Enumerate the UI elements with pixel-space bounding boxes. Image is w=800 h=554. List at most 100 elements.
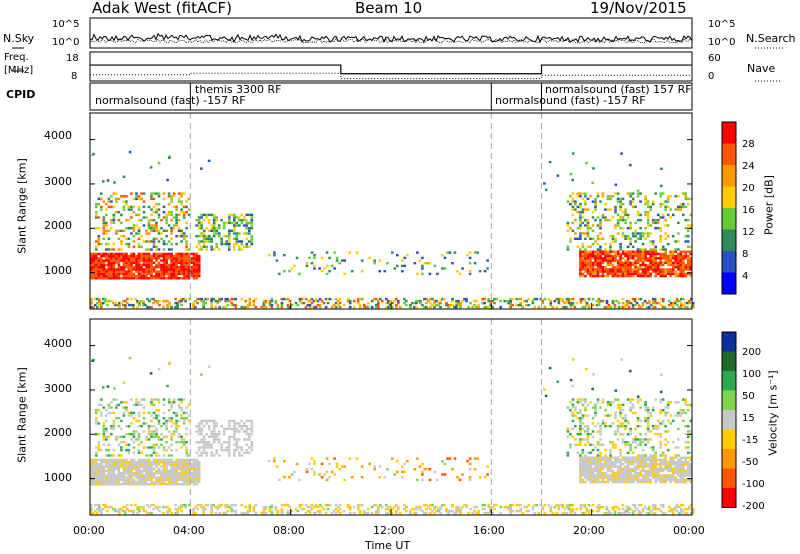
velocity-cell <box>130 398 133 401</box>
velocity-cell <box>172 465 176 468</box>
velocity-cell <box>182 419 186 423</box>
power-cell <box>679 250 683 253</box>
power-cell <box>205 245 208 248</box>
velocity-cell <box>589 474 592 477</box>
velocity-cell <box>621 458 625 462</box>
power-cell <box>155 224 158 227</box>
velocity-cell <box>214 505 217 509</box>
velocity-cell <box>604 460 607 464</box>
power-cell <box>645 305 649 309</box>
power-cell <box>112 274 116 278</box>
velocity-cell <box>689 467 693 470</box>
velocity-cell <box>170 460 173 464</box>
power-cell <box>122 259 126 262</box>
power-cell <box>167 240 171 243</box>
velocity-cell <box>635 507 639 511</box>
velocity-cell <box>646 427 650 431</box>
velocity-cell <box>446 457 449 460</box>
velocity-cell <box>385 511 388 515</box>
power-cell <box>651 268 655 271</box>
power-colorbar-segment <box>722 165 736 187</box>
velocity-cell <box>591 458 595 462</box>
power-cell <box>579 235 582 238</box>
velocity-cell <box>594 456 597 459</box>
power-cell <box>569 240 572 243</box>
velocity-cell <box>175 411 178 415</box>
power-cell <box>147 227 151 230</box>
power-cell <box>160 268 163 271</box>
power-cell <box>162 261 166 264</box>
power-cell <box>661 305 665 309</box>
power-cell <box>326 297 330 301</box>
power-cell <box>238 224 241 227</box>
power-cell <box>677 205 680 209</box>
power-cell <box>167 270 171 273</box>
velocity-cell <box>636 463 640 466</box>
power-cell <box>639 252 642 256</box>
power-cell <box>666 259 670 262</box>
velocity-cell <box>606 414 610 417</box>
power-cell <box>137 266 141 269</box>
power-cell <box>581 254 585 258</box>
velocity-cell <box>162 474 166 477</box>
velocity-cell <box>611 456 615 459</box>
power-cell <box>619 248 622 251</box>
power-cell <box>574 200 577 203</box>
velocity-cell <box>107 465 111 468</box>
velocity-cell <box>137 458 141 462</box>
power-cell <box>629 195 632 198</box>
power-cell <box>156 301 159 305</box>
power-cell <box>624 259 627 262</box>
power-cell <box>155 252 158 256</box>
velocity-cell <box>112 422 116 425</box>
velocity-cell <box>192 507 195 511</box>
power-cell <box>659 257 662 260</box>
velocity-cell <box>100 480 103 484</box>
power-cell <box>626 268 630 271</box>
power-cell <box>187 270 191 273</box>
power-cell <box>195 272 198 276</box>
power-cell <box>604 254 607 258</box>
velocity-cell <box>443 473 447 476</box>
power-cell <box>142 216 146 219</box>
power-cell <box>113 181 116 184</box>
velocity-cell <box>167 419 171 423</box>
power-cell <box>112 242 116 246</box>
power-cell <box>100 301 103 305</box>
velocity-cell <box>195 483 198 486</box>
velocity-cell <box>170 472 173 475</box>
velocity-cell <box>157 398 161 401</box>
power-cell <box>487 299 490 303</box>
velocity-cell <box>157 438 161 441</box>
velocity-cell <box>483 507 486 511</box>
velocity-cell <box>145 454 148 457</box>
velocity-cell <box>639 478 642 482</box>
power-cell <box>594 268 597 271</box>
power-cell <box>150 197 153 201</box>
velocity-cell <box>182 417 186 420</box>
velocity-cell <box>145 438 148 441</box>
velocity-cell <box>418 465 422 468</box>
velocity-cell <box>110 483 113 486</box>
power-cell <box>656 263 660 267</box>
velocity-cell <box>177 472 181 475</box>
velocity-cell <box>165 472 168 475</box>
velocity-cell <box>601 474 605 477</box>
power-cell <box>607 305 611 309</box>
power-cell <box>596 257 600 260</box>
power-cell <box>162 216 166 219</box>
velocity-cell <box>132 463 136 466</box>
velocity-cell <box>439 505 442 509</box>
velocity-cell <box>661 480 665 484</box>
velocity-cell <box>124 511 127 515</box>
velocity-cell <box>591 422 595 425</box>
velocity-cell <box>679 463 683 466</box>
power-cell <box>197 219 201 222</box>
power-cell <box>684 263 688 267</box>
power-cell <box>596 259 600 262</box>
velocity-cell <box>616 427 620 431</box>
velocity-cell <box>661 398 665 401</box>
velocity-cell <box>604 465 607 468</box>
power-cell <box>140 272 143 276</box>
power-cell <box>654 219 657 222</box>
